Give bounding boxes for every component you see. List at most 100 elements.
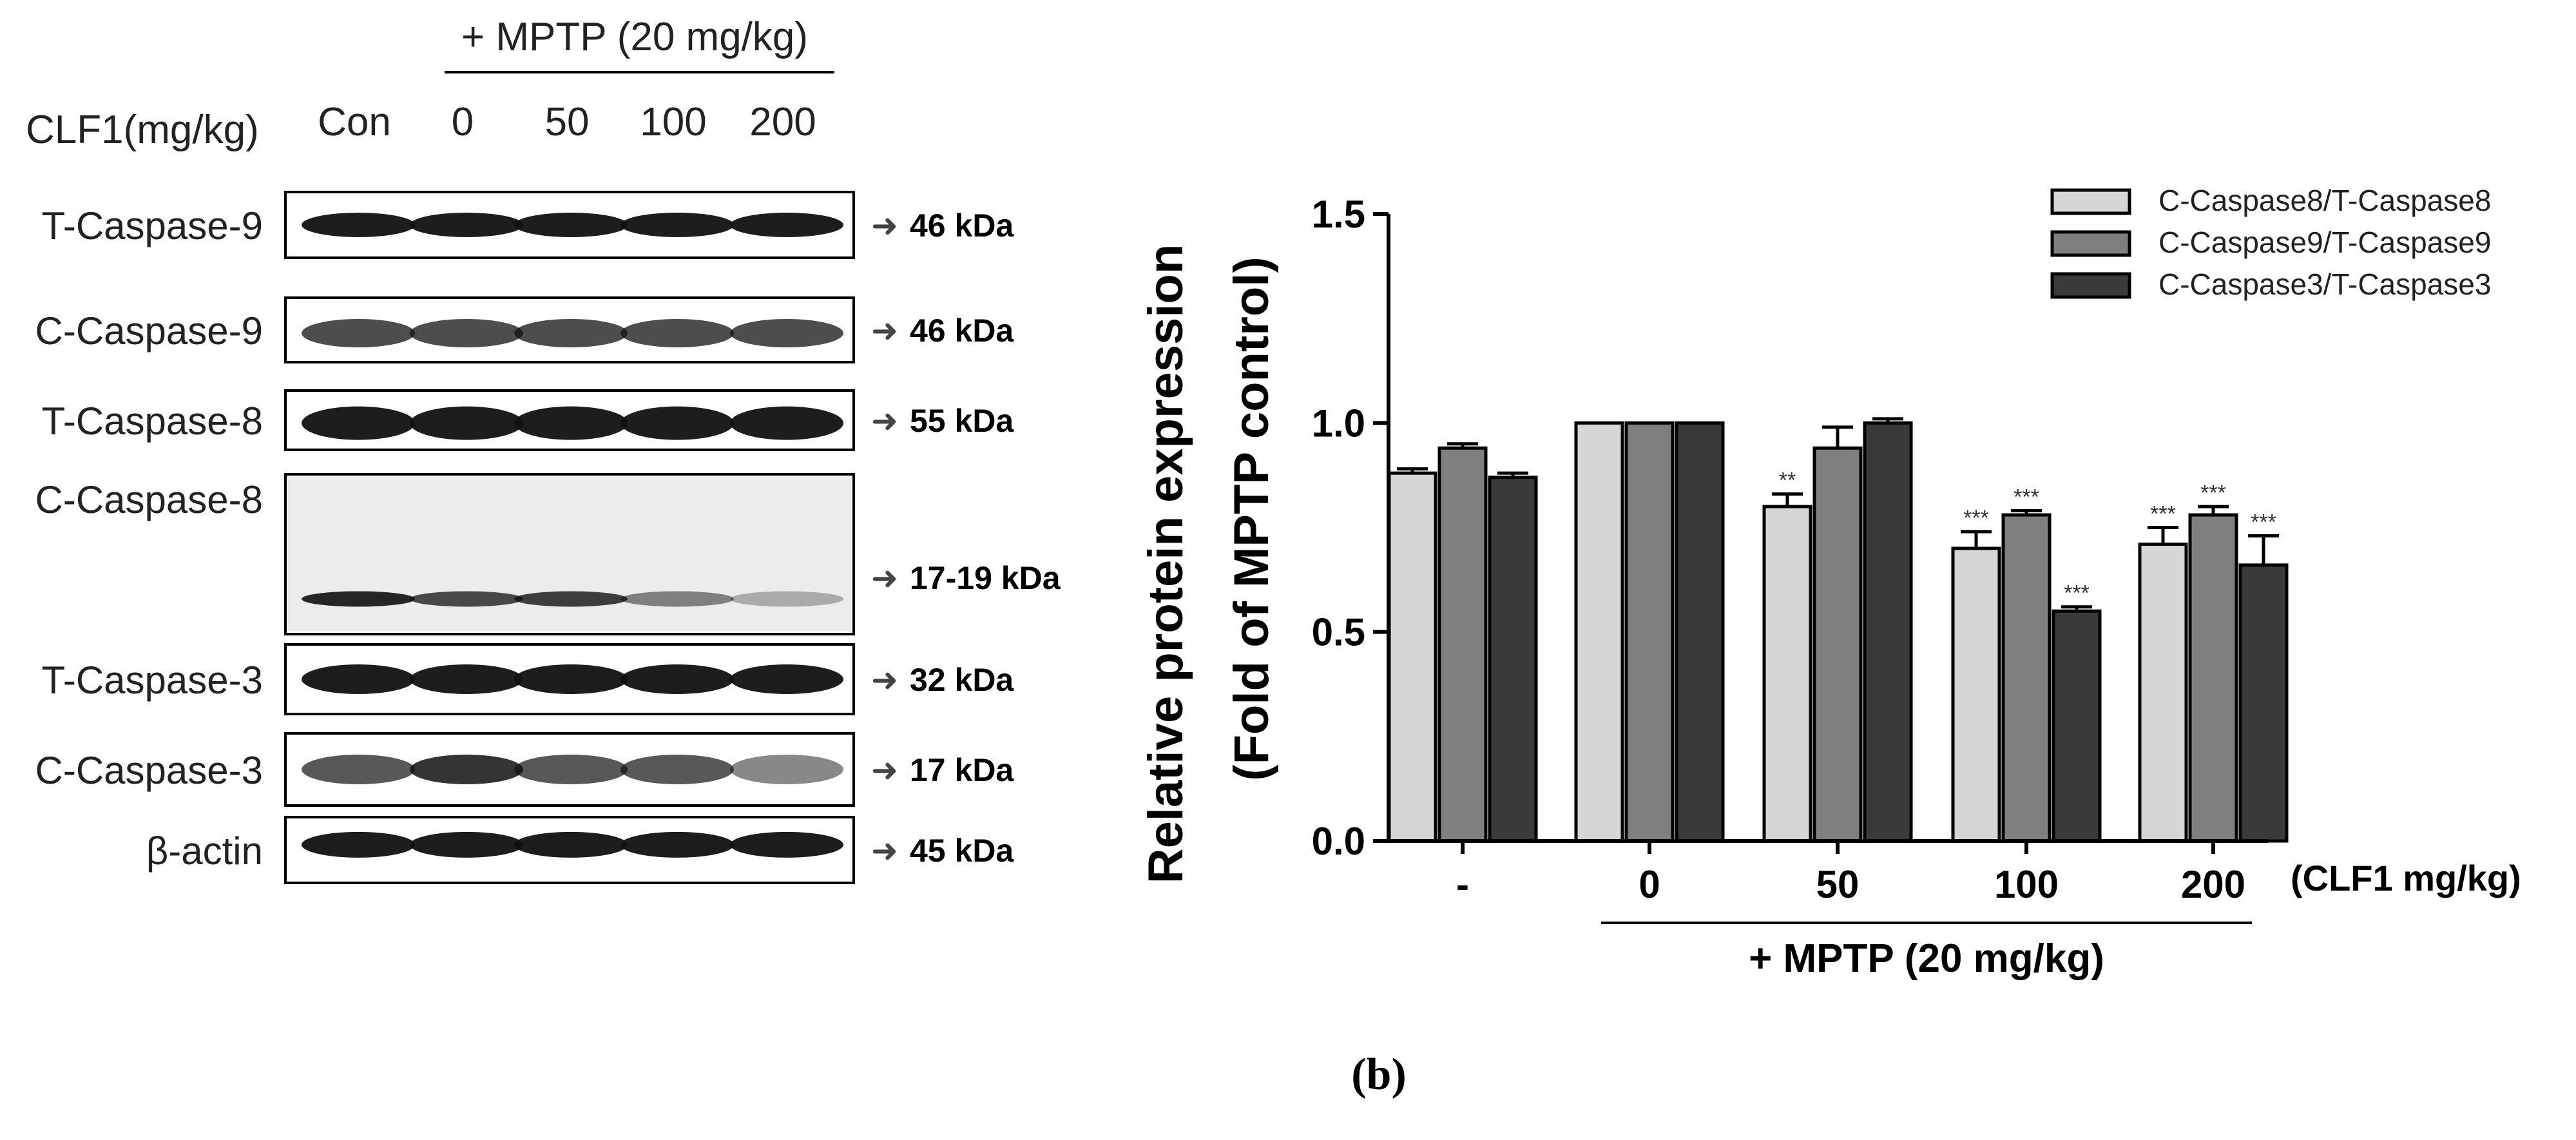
blot-row: T-Caspase-9 ➜ 46 kDa	[42, 191, 1014, 259]
arrow-icon: ➜	[871, 559, 898, 597]
blot-rows: T-Caspase-9 ➜ 46 kDa C-Caspase-9 ➜ 46 kDa T-Ca…	[35, 191, 1061, 884]
bar	[2238, 563, 2289, 843]
bar	[1488, 476, 1538, 843]
lane-label: 0	[452, 100, 474, 144]
arrow-icon: ➜	[871, 832, 898, 869]
blot-band	[410, 664, 523, 694]
blot-row: T-Caspase-8 ➜ 55 kDa	[42, 389, 1014, 451]
blot-band	[730, 664, 843, 694]
blot-band	[514, 213, 628, 237]
blot-band	[302, 406, 415, 440]
blot-band	[730, 591, 843, 607]
arrow-icon: ➜	[871, 312, 898, 349]
significance-label: **	[1779, 469, 1796, 493]
significance-label: ***	[2014, 485, 2039, 510]
bar	[1675, 421, 1725, 843]
bar	[1812, 446, 1863, 843]
bar	[1863, 421, 1913, 843]
bar	[1624, 421, 1675, 843]
blot-band	[410, 319, 523, 347]
y-axis-label-line1: Relative protein expression	[1139, 244, 1193, 884]
blot-band	[514, 664, 628, 694]
blot-band	[620, 213, 734, 237]
blot-band	[620, 755, 734, 784]
x-tick-label: 0	[1639, 863, 1660, 906]
lane-label: 100	[640, 100, 706, 144]
y-tick-label: 0.0	[1312, 820, 1365, 863]
blot-row-label: C-Caspase-3	[35, 749, 263, 792]
lane-label: 200	[749, 100, 816, 144]
blot-row-label: β-actin	[146, 829, 263, 873]
significance-label: ***	[2251, 510, 2276, 534]
blot-band	[620, 664, 734, 694]
blot-band	[410, 755, 523, 784]
bar-marks: ********************	[1387, 417, 2289, 843]
blot-band	[730, 755, 843, 784]
blot-band	[410, 591, 523, 607]
blot-band	[514, 831, 628, 858]
blot-row-label: T-Caspase-8	[42, 400, 263, 443]
blot-band	[620, 319, 734, 347]
blot-row-label: T-Caspase-9	[42, 204, 263, 247]
bar	[2138, 542, 2188, 843]
blot-band	[410, 213, 523, 237]
legend-swatch	[2050, 272, 2131, 299]
blot-band	[302, 831, 415, 858]
bar	[2052, 609, 2102, 843]
y-tick-label: 0.5	[1312, 611, 1365, 654]
y-axis: 0.0 0.5 1.0 1.5	[1312, 193, 1390, 863]
lane-label: 50	[545, 100, 590, 144]
blot-band	[302, 591, 415, 607]
blot-band	[514, 755, 628, 784]
x-unit-label: (CLF1 mg/kg)	[2291, 858, 2521, 898]
blot-band	[302, 755, 415, 784]
blot-band	[410, 831, 523, 858]
bar-chart: Relative protein expression (Fold of MPT…	[1139, 184, 2521, 981]
blot-size-label: 17 kDa	[910, 752, 1014, 788]
significance-label: ***	[2064, 581, 2090, 606]
x-tick-label: 200	[2181, 863, 2245, 906]
blot-band	[730, 831, 843, 858]
blot-band	[410, 406, 523, 440]
blot-band	[302, 664, 415, 694]
blot-size-label: 46 kDa	[910, 208, 1014, 244]
blot-row: C-Caspase-9 ➜ 46 kDa	[35, 296, 1014, 363]
legend-swatch	[2050, 230, 2131, 257]
blot-band	[514, 591, 628, 607]
blot-size-label: 17-19 kDa	[910, 560, 1061, 596]
x-tick-label: 100	[1994, 863, 2059, 906]
arrow-icon: ➜	[871, 207, 898, 244]
arrow-icon: ➜	[871, 661, 898, 699]
blot-band	[730, 406, 843, 440]
arrow-icon: ➜	[871, 402, 898, 440]
lane-label: Con	[318, 100, 391, 144]
blot-band	[730, 213, 843, 237]
blot-row: T-Caspase-3 ➜ 32 kDa	[42, 643, 1014, 715]
significance-label: ***	[2150, 502, 2176, 527]
blot-size-label: 55 kDa	[910, 403, 1014, 439]
arrow-icon: ➜	[871, 751, 898, 789]
legend-label: C-Caspase3/T-Caspase3	[2158, 267, 2491, 301]
blot-row: β-actin ➜ 45 kDa	[146, 816, 1014, 884]
blot-row: C-Caspase-8 ➜ 17-19 kDa	[35, 473, 1061, 635]
western-blot-panel: + MPTP (20 mg/kg) CLF1(mg/kg) Con 0 50 100 2…	[26, 15, 1061, 884]
blot-band	[730, 319, 843, 347]
mptp-group-label: + MPTP (20 mg/kg)	[1749, 936, 2104, 981]
blot-band	[302, 319, 415, 347]
x-tick-label: 50	[1816, 863, 1860, 906]
legend-label: C-Caspase8/T-Caspase8	[2158, 184, 2491, 217]
legend-swatch	[2050, 188, 2131, 215]
panel-label: (b)	[1351, 1050, 1407, 1099]
bar	[1437, 446, 1488, 843]
blot-size-label: 32 kDa	[910, 662, 1014, 698]
blot-band	[514, 319, 628, 347]
blot-dose-label: CLF1(mg/kg)	[26, 108, 259, 152]
legend-label: C-Caspase9/T-Caspase9	[2158, 226, 2491, 259]
blot-band	[620, 831, 734, 858]
bar	[2188, 513, 2238, 843]
blot-band	[620, 591, 734, 607]
y-axis-label-line2: (Fold of MPTP control)	[1224, 256, 1279, 780]
blot-background	[288, 477, 851, 632]
blot-band	[620, 406, 734, 440]
